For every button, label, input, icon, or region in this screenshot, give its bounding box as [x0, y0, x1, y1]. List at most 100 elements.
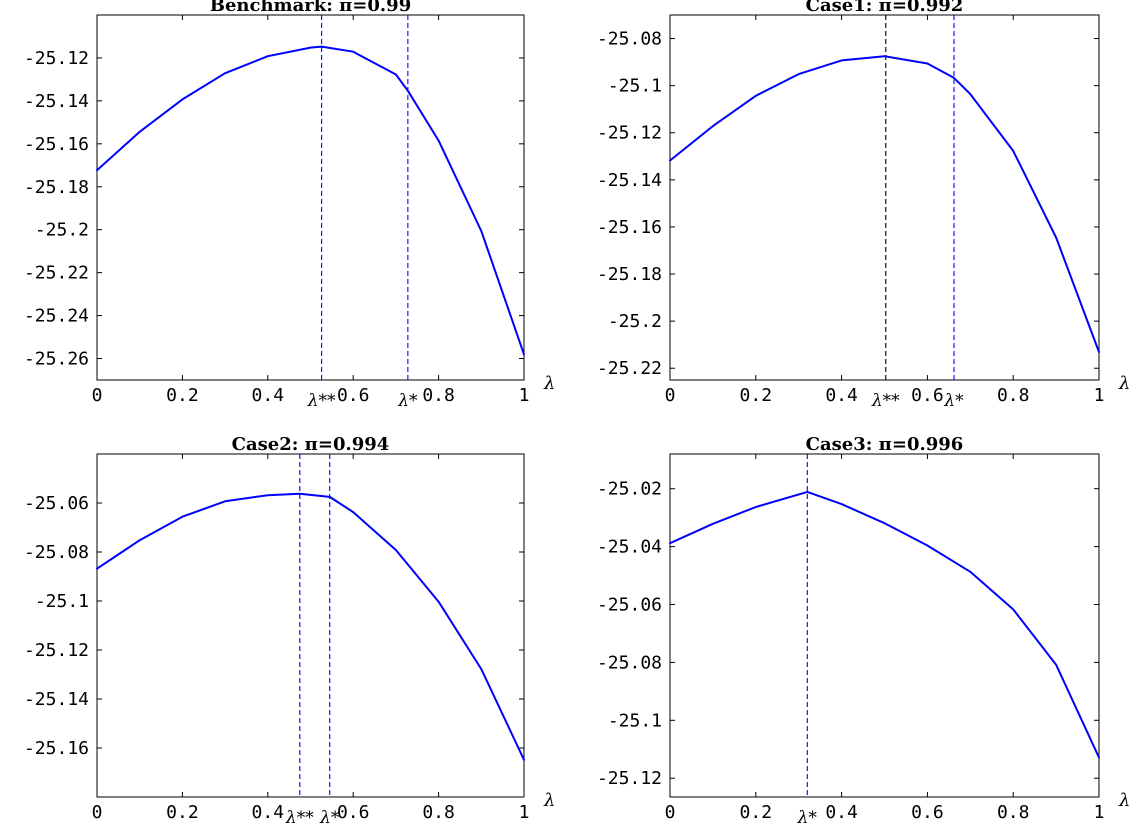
data-point	[480, 668, 483, 670]
data-point	[320, 45, 323, 48]
x-tick-label: 0.6	[337, 385, 370, 406]
y-tick-label: -25.24	[24, 306, 89, 327]
y-tick-label: -25.2	[35, 220, 89, 241]
plot-frame	[669, 453, 1100, 798]
y-tick-label: -25.06	[597, 595, 662, 616]
x-tick-label: 0	[92, 802, 103, 823]
data-point	[712, 523, 714, 525]
y-tick-label: -25.14	[24, 689, 89, 710]
data-point	[969, 571, 972, 573]
y-tick-label: -25.26	[24, 349, 89, 370]
data-point	[1012, 608, 1014, 611]
marker-label: λ**	[307, 391, 336, 411]
data-point	[755, 95, 757, 97]
y-tick-label: -25.12	[597, 768, 662, 789]
chart-panel-1: Benchmark: π=0.99 0 0.2 0.4 0.6 0.8 1 -25.12 -25…	[24, 0, 555, 411]
y-tick-label: -25.2	[608, 311, 662, 332]
data-point	[883, 522, 886, 524]
data-point	[840, 59, 843, 62]
data-point	[309, 46, 312, 49]
y-tick-label: -25.14	[597, 170, 662, 191]
y-tick-label: -25.04	[597, 537, 662, 558]
data-point	[480, 230, 483, 232]
y-tick-label: -25.22	[24, 263, 89, 284]
y-tick-label: -25.06	[24, 493, 89, 514]
x-axis-label: λ	[543, 790, 555, 811]
x-tick-label: 0.8	[997, 802, 1030, 823]
data-point	[96, 567, 98, 570]
data-point	[224, 72, 226, 74]
y-tick-label: -25.16	[24, 738, 89, 759]
chart-panel-2: Case1: π=0.992 0 0.2 0.4 0.6 0.8 1 -25.08 -25.1 -…	[597, 0, 1130, 411]
data-point	[926, 62, 929, 65]
data-point	[797, 73, 800, 75]
y-tick-label: -25.18	[597, 264, 662, 285]
x-tick-label: 0.4	[252, 802, 285, 823]
data-point	[138, 131, 141, 133]
chart-title: Case1: π=0.992	[806, 0, 964, 16]
x-tick-label: 0.6	[337, 802, 370, 823]
data-point	[437, 600, 440, 603]
chart-title: Case3: π=0.996	[806, 434, 964, 455]
data-point	[181, 98, 184, 101]
data-point	[328, 496, 331, 498]
series-line	[96, 492, 525, 761]
y-tick-label: -25.1	[608, 710, 662, 731]
data-point	[437, 139, 440, 142]
data-point	[224, 500, 226, 503]
data-point	[969, 93, 972, 95]
y-tick-label: -25.16	[597, 217, 662, 238]
data-point	[1098, 351, 1100, 353]
y-tick-label: -25.08	[597, 29, 662, 50]
x-tick-label: 0.2	[740, 385, 773, 406]
x-axis-label: λ	[1118, 790, 1130, 811]
y-tick-label: -25.1	[35, 591, 89, 612]
data-point	[407, 90, 409, 92]
chart-title: Case2: π=0.994	[232, 434, 390, 455]
x-tick-label: 0.6	[911, 802, 944, 823]
data-point	[1055, 663, 1057, 666]
y-tick-label: -25.08	[597, 652, 662, 673]
x-tick-label: 0.4	[825, 802, 858, 823]
x-tick-label: 0.6	[911, 385, 944, 406]
data-point	[352, 50, 355, 53]
x-tick-label: 0	[665, 802, 676, 823]
x-tick-label: 0.4	[825, 385, 858, 406]
data-point	[181, 515, 184, 518]
chart-panel-3: Case2: π=0.994 0 0.2 0.4 0.6 0.8 1 -25.06 -25.08…	[24, 434, 555, 828]
series-line	[669, 490, 1100, 759]
x-tick-label: 0.4	[252, 385, 285, 406]
data-point	[96, 169, 98, 171]
data-point	[883, 55, 886, 57]
x-axis-label: λ	[1118, 373, 1130, 394]
plot-frame	[669, 14, 1100, 381]
data-point	[712, 125, 714, 127]
marker-label: λ**	[871, 391, 900, 411]
x-tick-label: 0.8	[422, 385, 455, 406]
data-point	[1012, 150, 1014, 152]
chart-title: Benchmark: π=0.99	[210, 0, 411, 16]
series-line	[669, 55, 1100, 353]
data-point	[267, 55, 269, 57]
data-point	[840, 503, 843, 505]
x-tick-label: 0.8	[997, 385, 1030, 406]
marker-label: λ*	[943, 391, 964, 411]
data-point	[395, 549, 397, 551]
y-tick-label: -25.12	[24, 48, 89, 69]
data-point	[299, 492, 301, 495]
x-axis-label: λ	[543, 373, 555, 394]
y-tick-label: -25.22	[597, 358, 662, 379]
y-tick-label: -25.12	[597, 123, 662, 144]
data-point	[806, 491, 809, 493]
data-point	[395, 73, 397, 76]
x-tick-label: 0.8	[422, 802, 455, 823]
x-tick-label: 0.2	[740, 802, 773, 823]
series-line	[96, 45, 525, 356]
x-tick-label: 0.2	[166, 385, 199, 406]
plot-frame	[96, 453, 525, 798]
chart-panel-4: Case3: π=0.996 0 0.2 0.4 0.6 0.8 1 -25.02 -25.04…	[597, 434, 1130, 828]
data-point	[1055, 236, 1057, 239]
data-point	[669, 542, 671, 544]
